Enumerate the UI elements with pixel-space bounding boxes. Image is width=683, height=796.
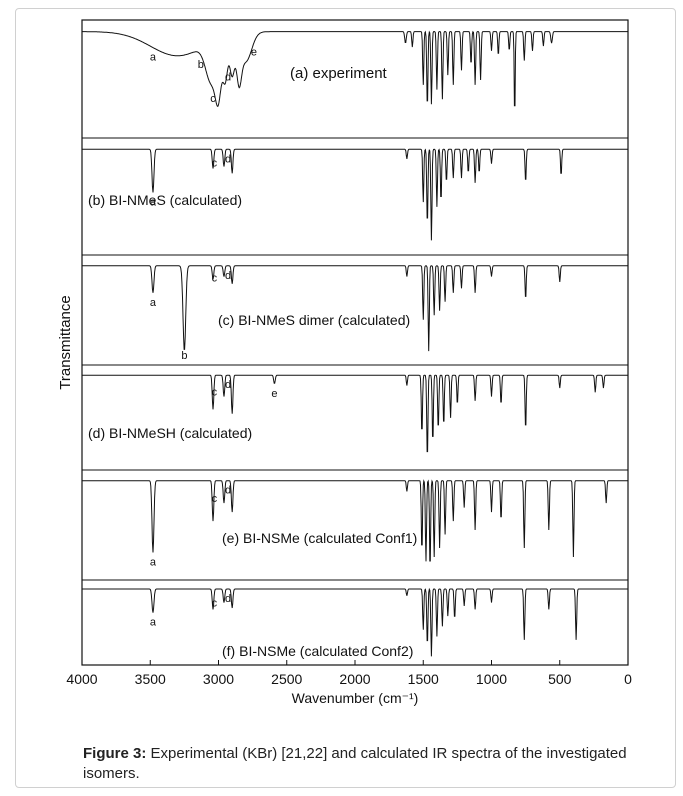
series-label-6: (f) BI-NSMe (calculated Conf2) (222, 643, 413, 659)
x-tick-label-4000: 4000 (66, 671, 97, 687)
spectrum-line-5 (82, 479, 628, 562)
caption-text: Experimental (KBr) [21,22] and calculate… (83, 745, 627, 782)
spectrum-line-1 (82, 30, 628, 107)
peak-annotation-a-5: a (150, 556, 157, 568)
figure-caption: Figure 3: Experimental (KBr) [21,22] and… (83, 744, 663, 784)
spectrum-line-6 (82, 587, 628, 657)
x-tick-label-3000: 3000 (203, 671, 234, 687)
series-label-1: (a) experiment (290, 65, 388, 82)
peak-annotation-d-1: d (225, 72, 231, 84)
spectrum-line-4 (82, 374, 628, 453)
plot-border (81, 19, 629, 666)
peak-annotation-c-6: c (212, 597, 218, 609)
series-label-3: (c) BI-NMeS dimer (calculated) (218, 312, 410, 328)
ir-spectra-svg: 4000 3500 3000 2500 2000 1500 1000 500 0 Wavenumb… (57, 19, 632, 706)
series-label-2: (b) BI-NMeS (calculated) (88, 192, 242, 208)
peak-annotation-b-3: b (181, 350, 187, 362)
x-tick-label-2500: 2500 (271, 671, 302, 687)
peak-annotation-c-4: c (212, 386, 218, 398)
peak-annotation-d-2: d (225, 153, 231, 165)
y-axis-label: Transmittance (57, 295, 74, 389)
peak-annotation-a-1: a (150, 52, 157, 64)
peak-annotation-d-3: d (225, 270, 231, 282)
peak-annotation-e-4: e (271, 388, 277, 400)
peak-annotation-a-3: a (150, 297, 157, 309)
peak-annotation-d-5: d (225, 485, 231, 497)
peak-annotation-c-5: c (212, 493, 218, 505)
peak-annotation-c-1: c (210, 93, 216, 105)
series-label-4: (d) BI-NMeSH (calculated) (88, 425, 252, 441)
peak-annotation-a-2: a (150, 196, 157, 208)
x-tick-label-2000: 2000 (339, 671, 370, 687)
spectrum-line-2 (82, 148, 628, 241)
peak-annotation-c-3: c (212, 273, 218, 285)
peak-annotation-a-6: a (150, 617, 157, 629)
peak-annotation-d-4: d (225, 379, 231, 391)
series-label-5: (e) BI-NSMe (calculated Conf1) (222, 530, 417, 546)
caption-label: Figure 3: (83, 745, 147, 762)
x-tick-label-0: 0 (624, 671, 632, 687)
spectrum-line-3 (82, 265, 628, 352)
peak-annotation-e-1: e (251, 47, 257, 59)
peak-annotation-b-1: b (198, 59, 204, 71)
x-tick-label-500: 500 (548, 671, 572, 687)
x-tick-label-1500: 1500 (408, 671, 439, 687)
peak-annotation-d-6: d (225, 593, 231, 605)
x-tick-label-3500: 3500 (135, 671, 166, 687)
ir-spectra-chart: 4000 3500 3000 2500 2000 1500 1000 500 0 Wavenumb… (57, 19, 632, 706)
peak-annotation-c-2: c (212, 157, 218, 169)
x-axis-label: Wavenumber (cm⁻¹) (292, 690, 419, 706)
x-tick-label-1000: 1000 (476, 671, 507, 687)
